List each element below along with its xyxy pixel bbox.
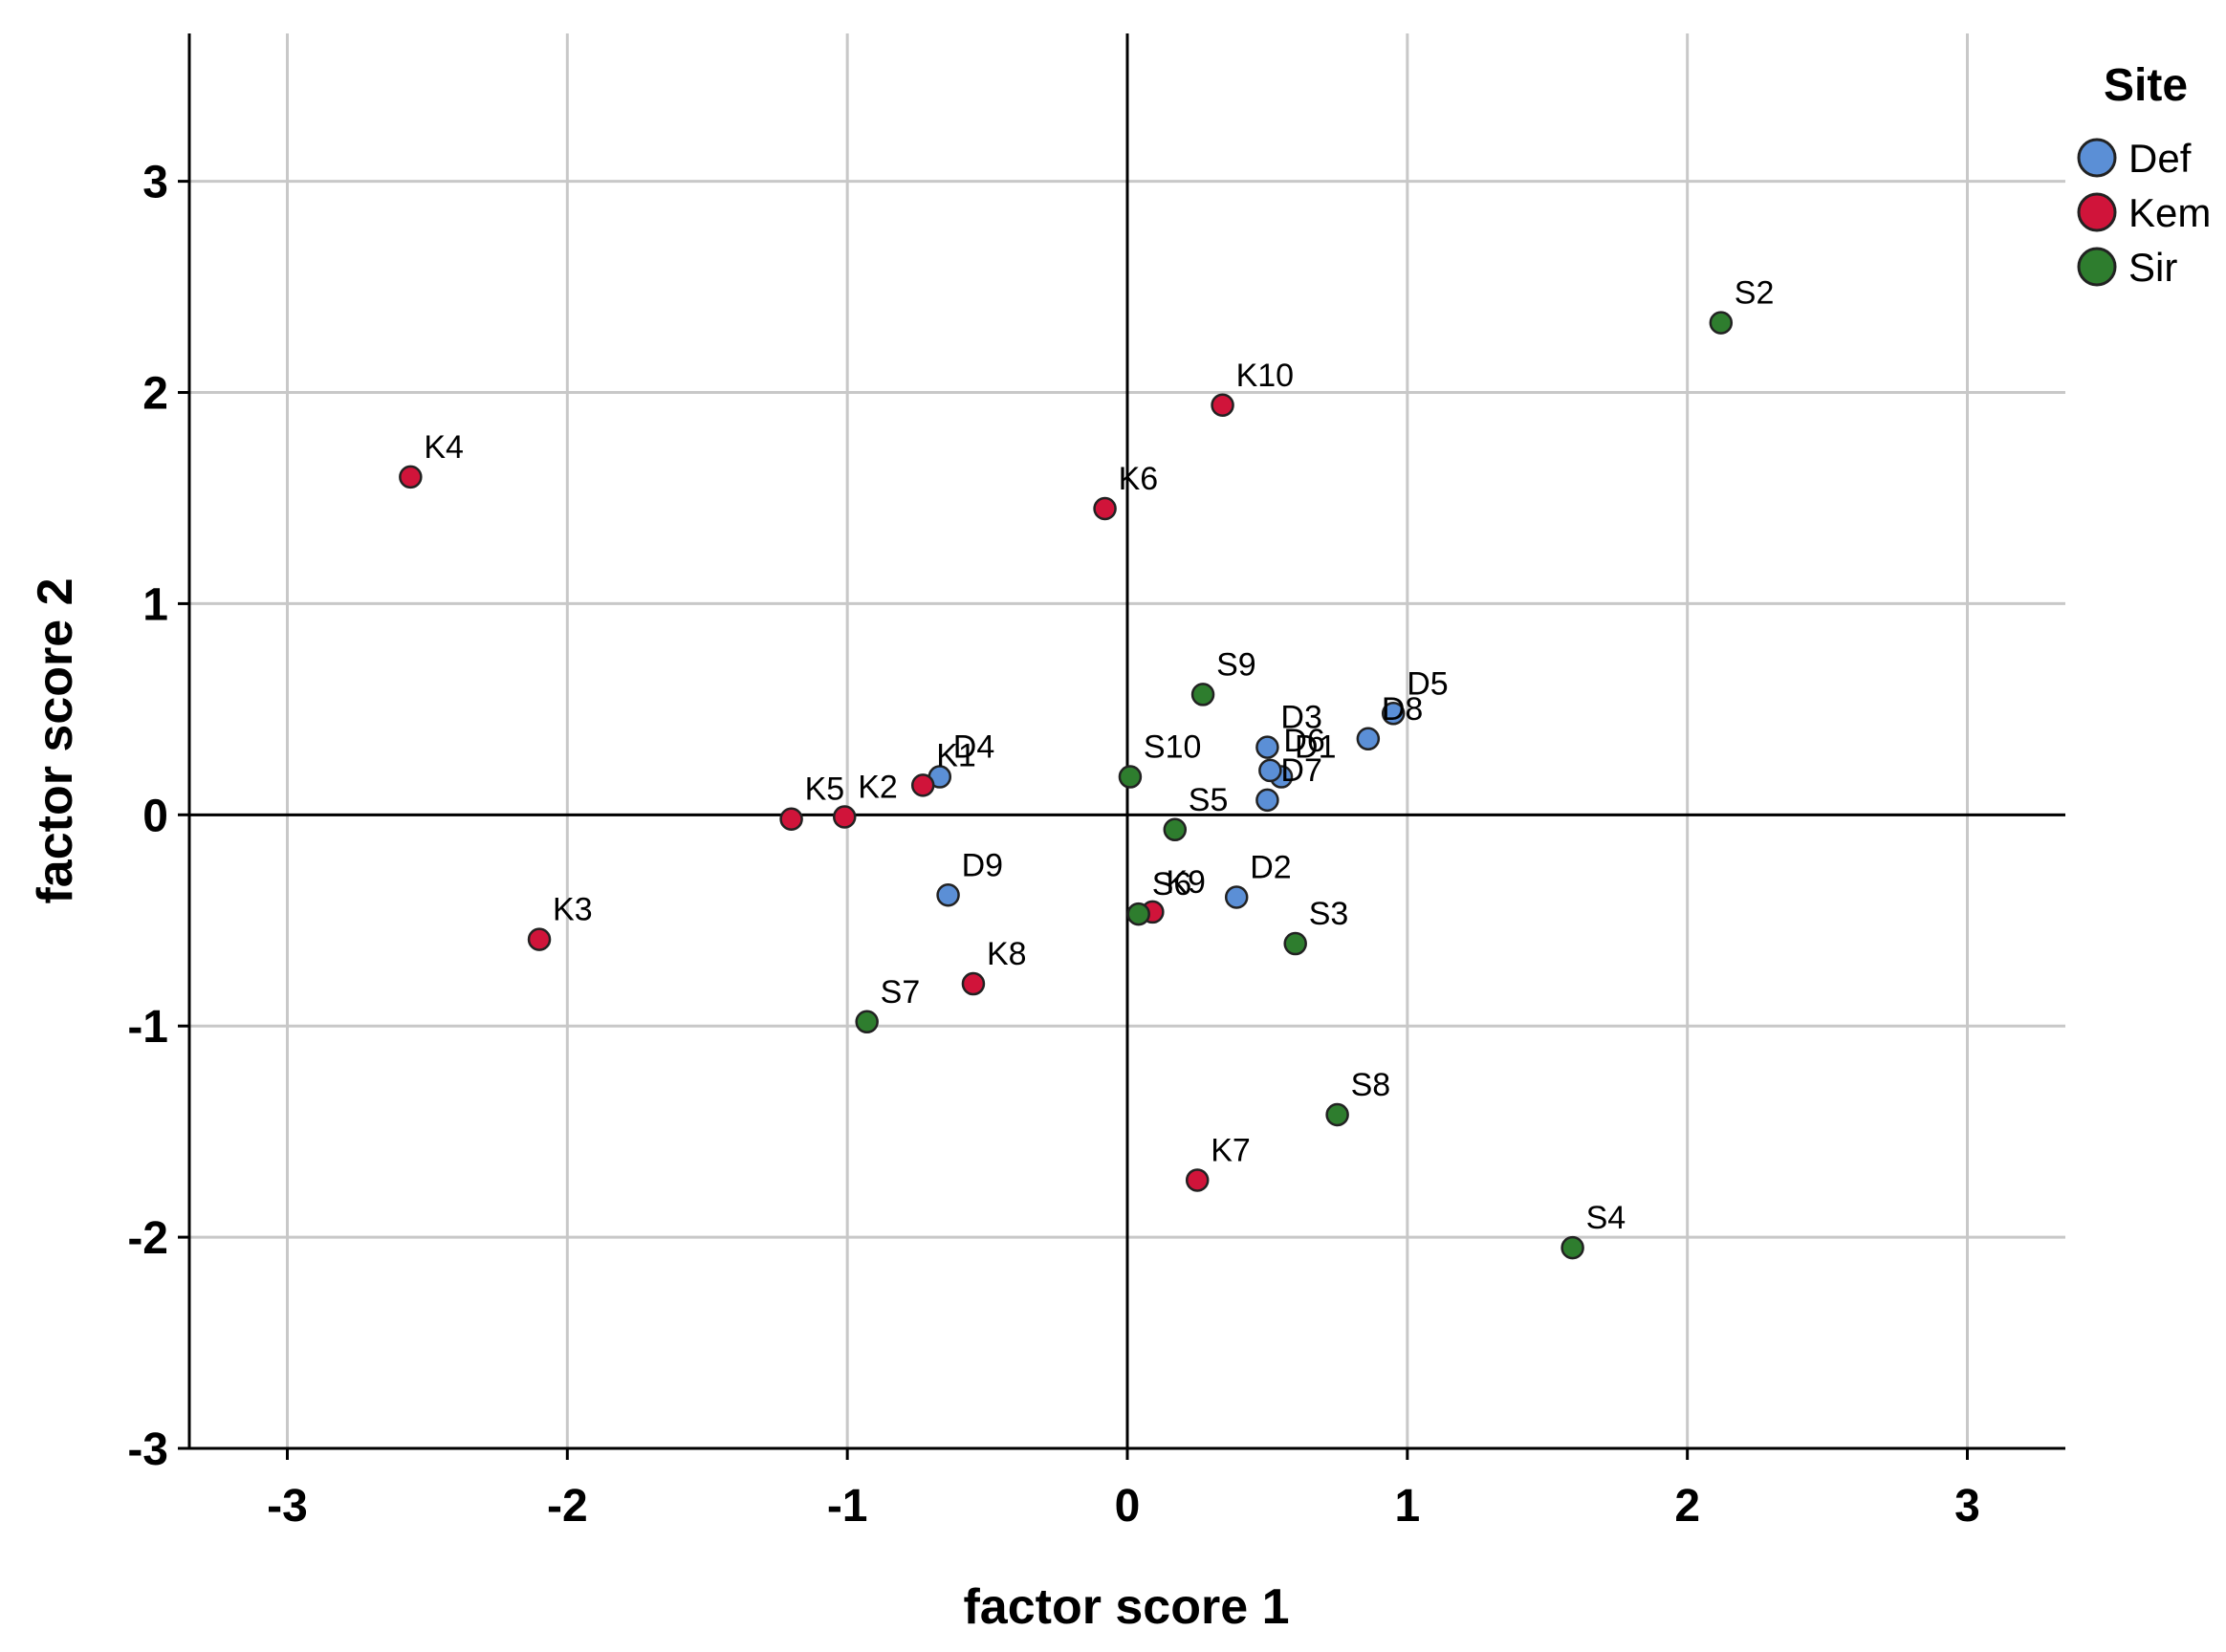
point-label-s9: S9 xyxy=(1216,646,1256,683)
point-label-k6: K6 xyxy=(1119,461,1159,497)
x-tick-label: -2 xyxy=(547,1481,588,1532)
point-label-s8: S8 xyxy=(1351,1067,1391,1103)
point-s6 xyxy=(1126,902,1150,926)
point-label-s2: S2 xyxy=(1735,275,1775,312)
point-label-d4: D4 xyxy=(953,729,994,766)
point-label-d8: D8 xyxy=(1382,691,1423,728)
point-s4 xyxy=(1560,1235,1584,1260)
legend-marker-kem xyxy=(2077,192,2117,232)
point-k10 xyxy=(1211,393,1234,418)
y-tick-label: 2 xyxy=(142,369,168,420)
point-s2 xyxy=(1709,311,1734,335)
data-points xyxy=(399,311,1734,1260)
point-k2 xyxy=(832,805,857,829)
tick-labels: -3 -2 -1 0 1 2 3 -3 -2 -1 0 1 2 3 xyxy=(127,158,1980,1532)
x-axis-title: factor score 1 xyxy=(963,1579,1289,1635)
point-d5 xyxy=(1381,702,1406,726)
y-tick-label: -3 xyxy=(127,1424,168,1475)
point-label-k4: K4 xyxy=(424,429,464,466)
point-label-s6: S6 xyxy=(1152,866,1192,902)
point-label-k10: K10 xyxy=(1236,358,1295,394)
legend-label-sir: Sir xyxy=(2128,245,2177,290)
point-label-k8: K8 xyxy=(987,936,1027,972)
point-s3 xyxy=(1283,931,1307,956)
point-label-s10: S10 xyxy=(1144,729,1202,766)
point-d6 xyxy=(1258,758,1282,783)
point-d7 xyxy=(1255,788,1279,813)
point-label-s5: S5 xyxy=(1189,782,1229,818)
point-label-k1: K1 xyxy=(936,737,976,773)
point-label-d2: D2 xyxy=(1250,849,1291,885)
point-s5 xyxy=(1163,817,1188,842)
point-label-d5: D5 xyxy=(1407,665,1448,702)
legend-marker-sir xyxy=(2077,247,2117,287)
point-label-d7: D7 xyxy=(1280,752,1321,789)
point-s9 xyxy=(1190,683,1215,706)
y-tick-label: -1 xyxy=(127,1002,168,1053)
y-axis-title: factor score 2 xyxy=(28,577,83,903)
point-label-k9: K9 xyxy=(1166,864,1206,901)
point-d8 xyxy=(1356,727,1381,751)
legend-label-kem: Kem xyxy=(2128,190,2211,235)
legend-label-def: Def xyxy=(2128,136,2192,181)
point-label-k7: K7 xyxy=(1211,1132,1251,1168)
point-s8 xyxy=(1325,1102,1349,1127)
legend-title: Site xyxy=(2104,60,2188,111)
point-k7 xyxy=(1185,1168,1210,1192)
x-tick-label: 2 xyxy=(1674,1481,1700,1532)
point-label-d3: D3 xyxy=(1280,700,1321,736)
x-tick-label: -1 xyxy=(827,1481,868,1532)
point-label-k2: K2 xyxy=(858,770,898,806)
point-k1 xyxy=(910,773,935,797)
y-tick-label: 0 xyxy=(142,791,168,841)
point-label-k5: K5 xyxy=(805,772,845,808)
point-k3 xyxy=(527,927,552,951)
point-d2 xyxy=(1224,885,1249,909)
x-tick-label: 0 xyxy=(1115,1481,1141,1532)
point-label-s3: S3 xyxy=(1309,896,1349,932)
y-tick-label: 1 xyxy=(142,579,168,630)
x-tick-label: -3 xyxy=(267,1481,308,1532)
point-k6 xyxy=(1093,496,1117,521)
axes xyxy=(178,33,2065,1460)
point-label-k3: K3 xyxy=(553,892,593,928)
point-k4 xyxy=(399,465,423,489)
point-s7 xyxy=(855,1010,879,1034)
x-tick-label: 3 xyxy=(1954,1481,1980,1532)
point-label-d9: D9 xyxy=(962,847,1003,883)
point-k8 xyxy=(961,971,986,996)
point-k5 xyxy=(779,807,803,831)
point-d9 xyxy=(936,883,960,907)
point-label-s7: S7 xyxy=(881,974,921,1011)
point-d3 xyxy=(1255,735,1279,759)
point-label-d6: D6 xyxy=(1283,723,1324,759)
x-tick-label: 1 xyxy=(1394,1481,1420,1532)
y-tick-label: -2 xyxy=(127,1213,168,1264)
point-s10 xyxy=(1118,765,1143,789)
point-label-s4: S4 xyxy=(1586,1200,1626,1236)
point-label-d1: D1 xyxy=(1295,729,1336,766)
legend: Site Def Kem Sir xyxy=(2077,60,2211,290)
legend-marker-def xyxy=(2077,138,2117,178)
y-tick-label: 3 xyxy=(142,158,168,208)
